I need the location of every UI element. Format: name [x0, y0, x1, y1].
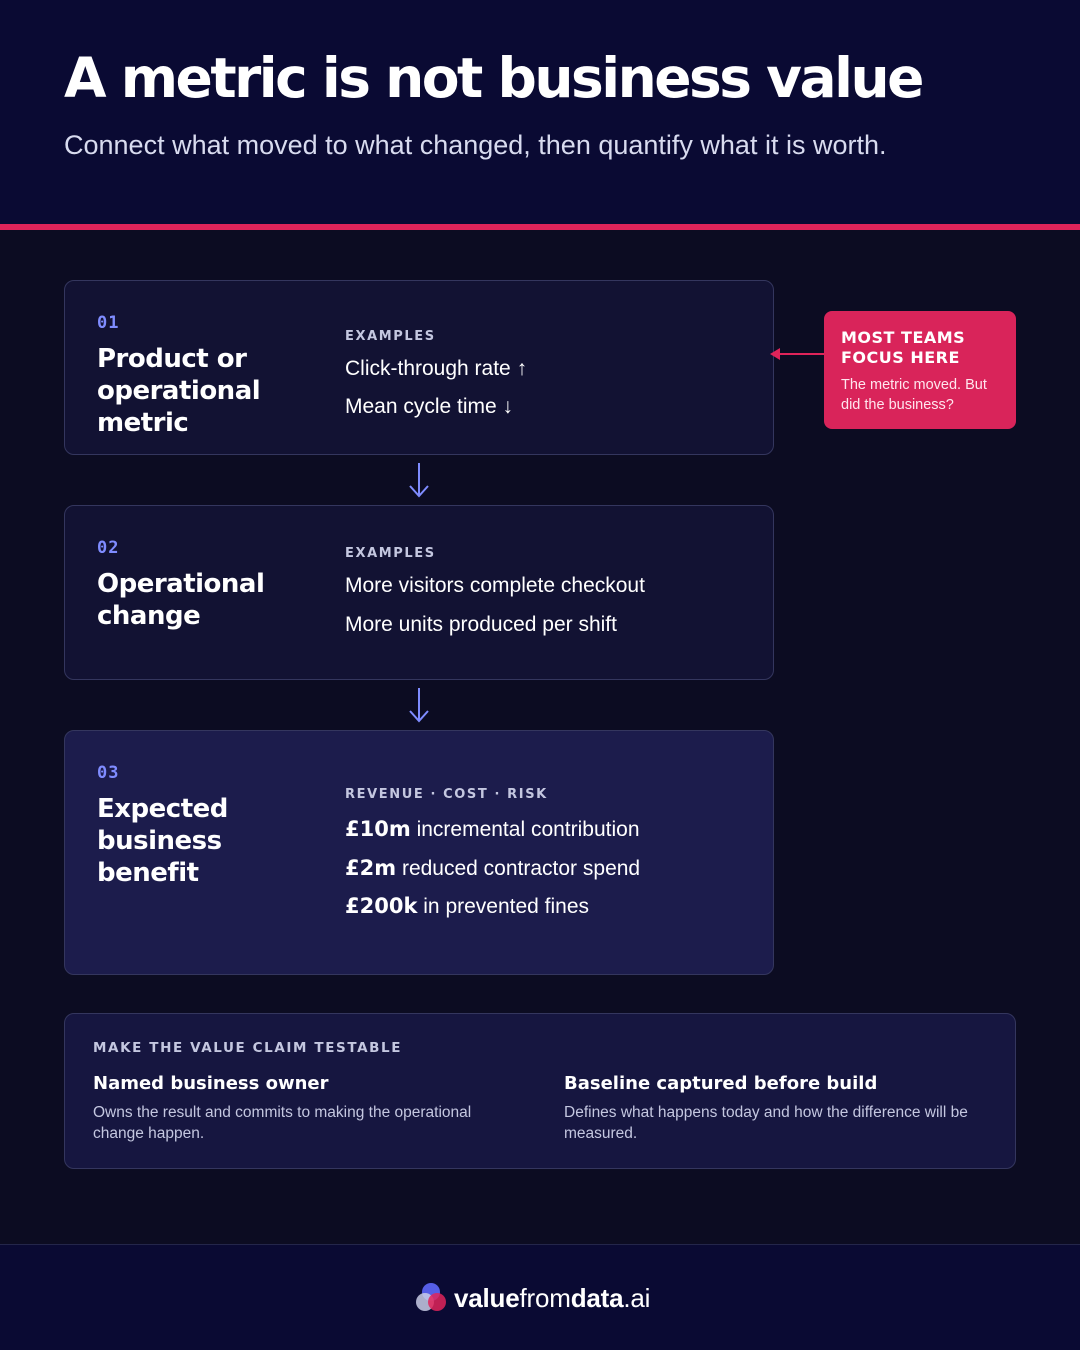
step-examples-label: EXAMPLES [345, 329, 436, 344]
brand: valuefromdata.ai [414, 1278, 650, 1318]
benefit-amount: £10m [345, 817, 411, 841]
brand-part: .ai [623, 1282, 651, 1313]
step-example-item: More visitors complete checkout [345, 574, 645, 597]
header: A metric is not business value Connect w… [0, 0, 1080, 224]
step-card-business-benefit: 03 Expected business benefit REVENUE · C… [64, 730, 774, 975]
step-example-item: Mean cycle time ↓ [345, 395, 514, 418]
step-number: 03 [97, 763, 120, 783]
testable-label: MAKE THE VALUE CLAIM TESTABLE [93, 1040, 403, 1056]
testable-body: Defines what happens today and how the d… [564, 1104, 968, 1142]
benefit-item: £200k in prevented fines [345, 894, 589, 919]
testable-column: Baseline captured before build Defines w… [564, 1072, 984, 1144]
benefit-item: £2m reduced contractor spend [345, 856, 640, 881]
step-number: 02 [97, 538, 120, 558]
focus-callout: MOST TEAMS FOCUS HERE The metric moved. … [824, 311, 1016, 429]
benefit-text: reduced contractor spend [401, 857, 641, 880]
overlapping-circles-logo-icon [416, 1283, 446, 1311]
step-title: Product or operational metric [97, 344, 261, 438]
left-arrow-icon [770, 348, 824, 360]
step-number: 01 [97, 313, 120, 333]
footer [0, 1245, 1080, 1350]
testable-heading: Named business owner [93, 1073, 329, 1094]
step-examples-label: EXAMPLES [345, 546, 436, 561]
header-divider [0, 224, 1080, 230]
benefit-text: in prevented fines [423, 895, 590, 918]
footer-divider [0, 1244, 1080, 1245]
down-arrow-icon [409, 463, 429, 498]
brand-part: data [570, 1282, 624, 1313]
brand-part: from [519, 1282, 571, 1313]
step-example-item: More units produced per shift [345, 613, 617, 636]
brand-wordmark: valuefromdata.ai [454, 1283, 650, 1314]
down-arrow-icon [409, 688, 429, 723]
testable-column: Named business owner Owns the result and… [93, 1072, 513, 1144]
step-card-metric: 01 Product or operational metric EXAMPLE… [64, 280, 774, 455]
step-category-label: REVENUE · COST · RISK [345, 787, 548, 802]
step-title: Expected business benefit [97, 794, 228, 888]
benefit-amount: £2m [345, 856, 397, 880]
benefit-amount: £200k [345, 894, 418, 918]
step-example-item: Click-through rate ↑ [345, 357, 528, 380]
brand-part: value [454, 1282, 520, 1313]
testable-heading: Baseline captured before build [564, 1073, 878, 1094]
step-title: Operational change [97, 569, 265, 631]
callout-title: MOST TEAMS FOCUS HERE [841, 328, 966, 367]
testable-panel: MAKE THE VALUE CLAIM TESTABLE Named busi… [64, 1013, 1016, 1169]
benefit-text: incremental contribution [416, 818, 640, 841]
page-subtitle: Connect what moved to what changed, then… [64, 130, 887, 160]
testable-body: Owns the result and commits to making th… [93, 1104, 472, 1142]
callout-text: The metric moved. But did the business? [841, 377, 987, 413]
page-title: A metric is not business value [64, 46, 924, 110]
benefit-item: £10m incremental contribution [345, 817, 640, 842]
step-card-operational-change: 02 Operational change EXAMPLES More visi… [64, 505, 774, 680]
